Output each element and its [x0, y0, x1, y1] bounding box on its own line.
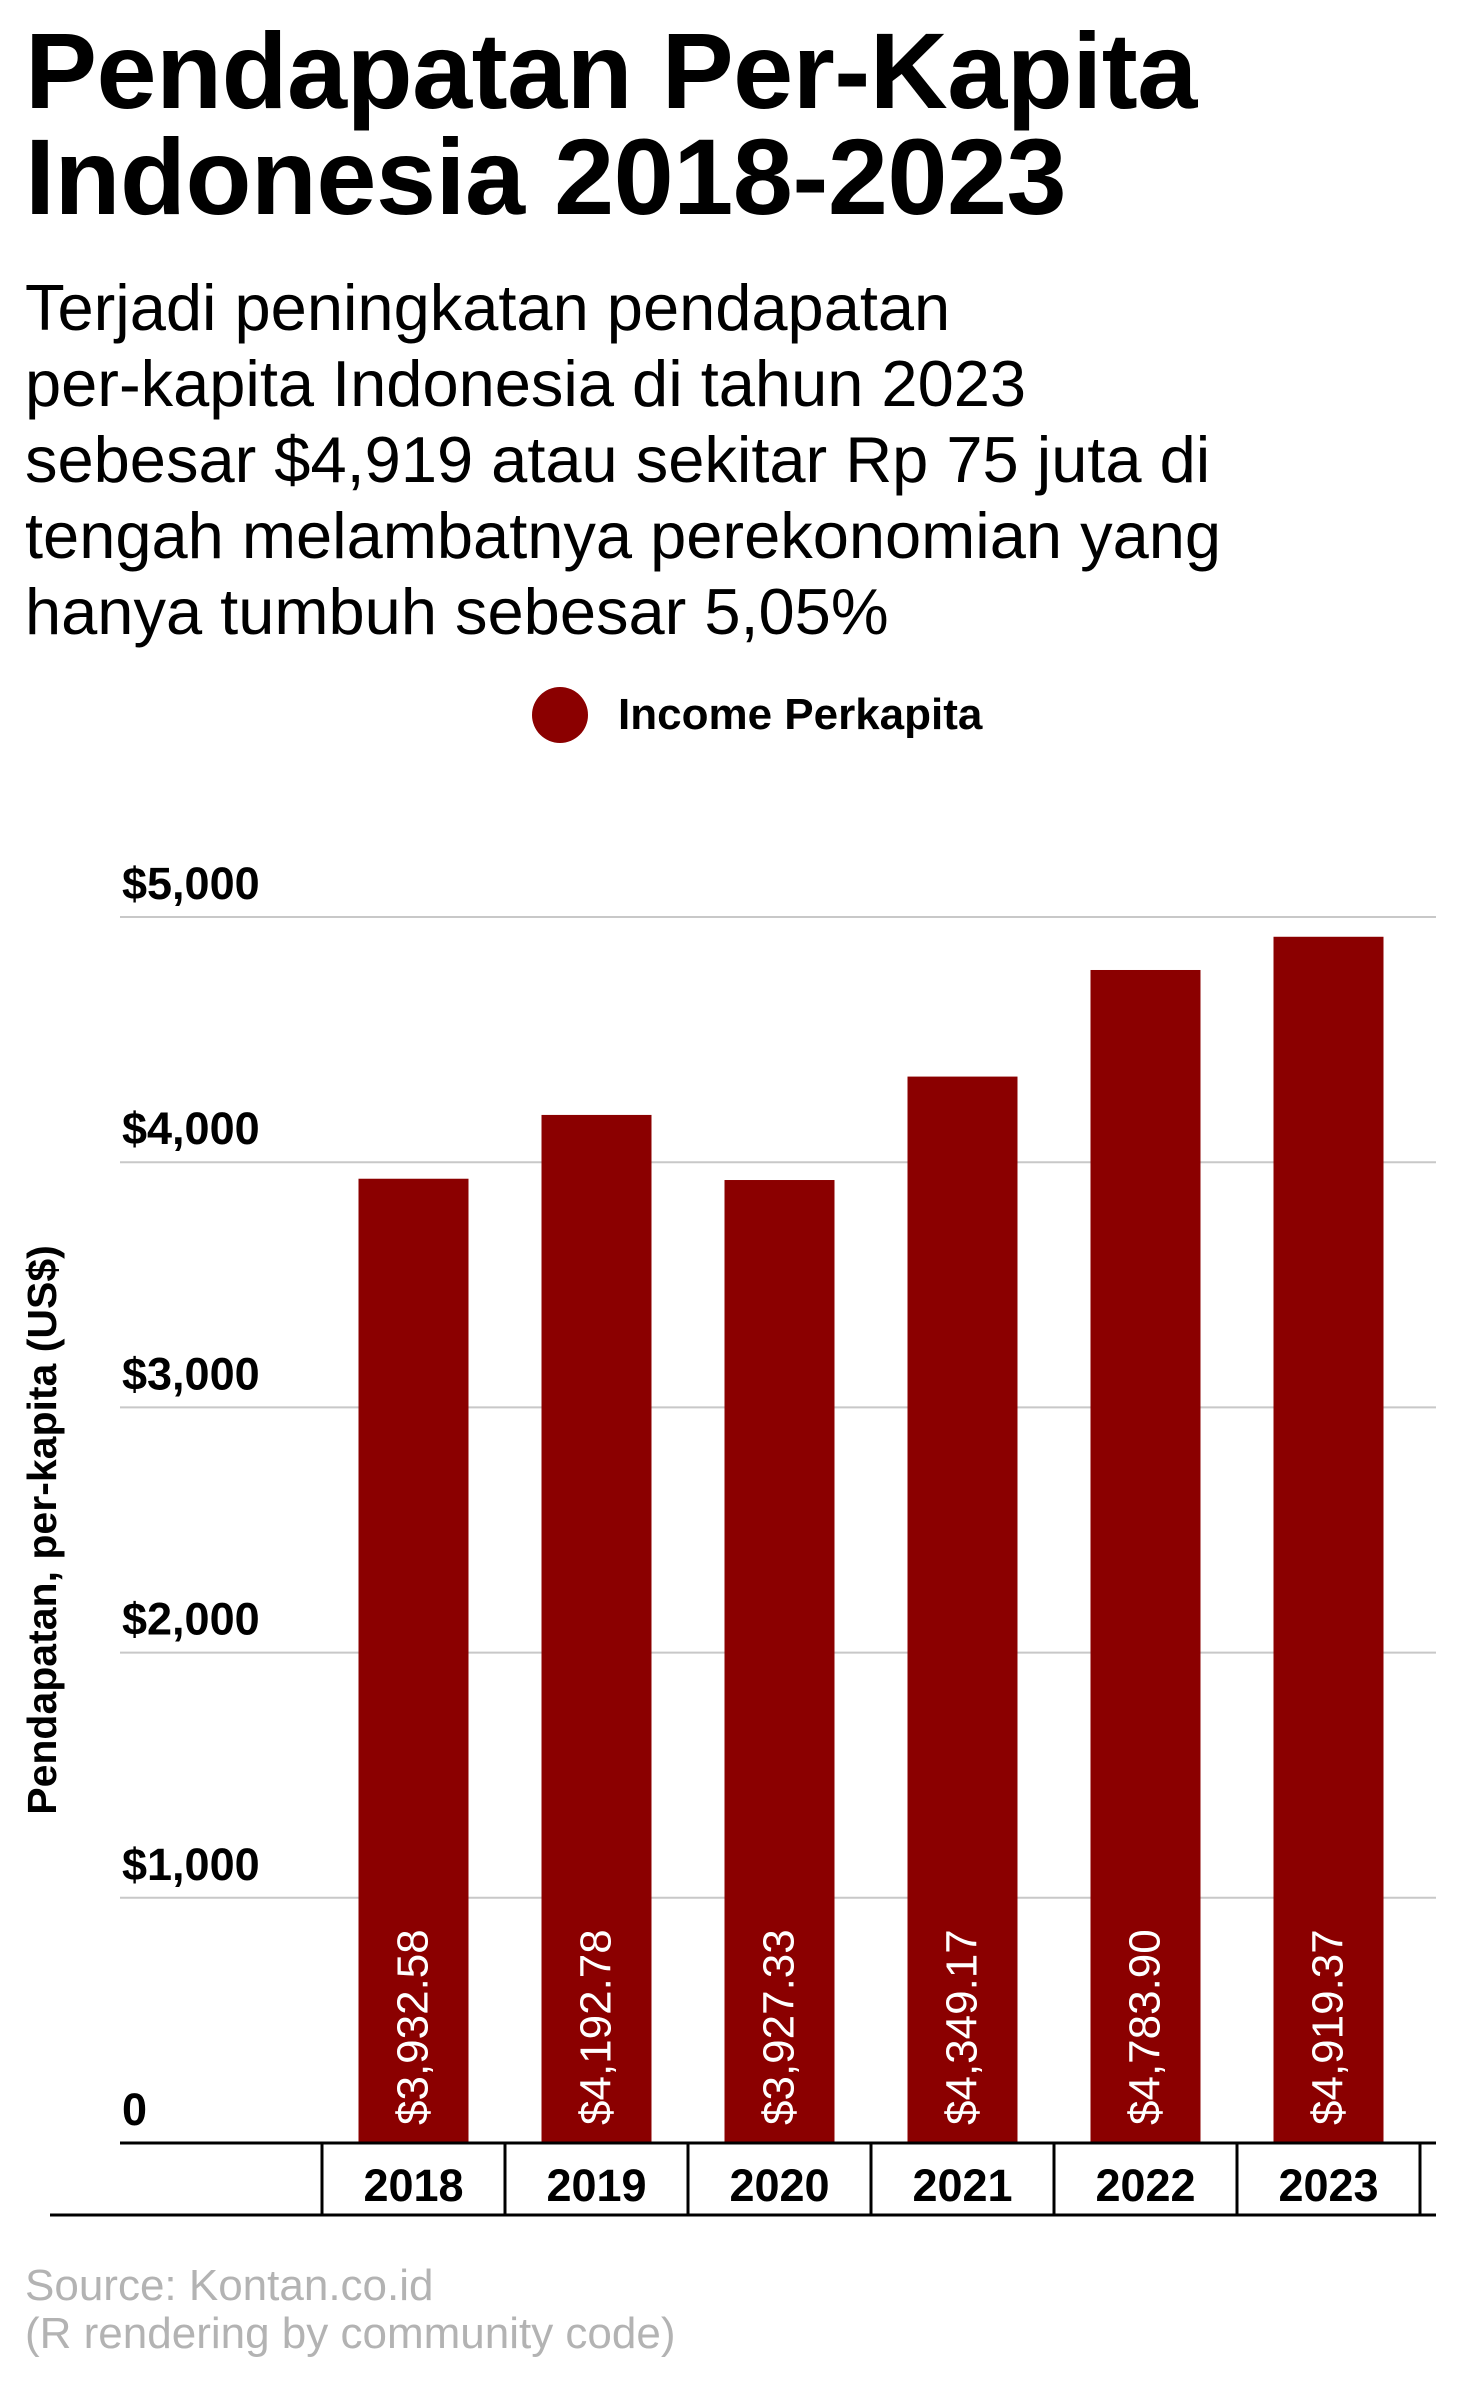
bar-2019	[541, 1114, 652, 2143]
legend-swatch	[532, 687, 588, 743]
source-line-1: Source: Kontan.co.id	[25, 2261, 434, 2310]
y-axis-label: Pendapatan, per-kapita (US$)	[19, 1245, 65, 1815]
bar-2022	[1090, 969, 1201, 2143]
data-label-2019: $4,192.78	[572, 1929, 621, 2125]
y-tick-label: $5,000	[122, 858, 260, 909]
chart-title-line-2: Indonesia 2018-2023	[25, 116, 1067, 237]
subtitle-line-3: sebesar $4,919 atau sekitar Rp 75 juta d…	[25, 423, 1211, 496]
y-tick-label: $2,000	[122, 1594, 260, 1645]
subtitle-line-5: hanya tumbuh sebesar 5,05%	[25, 575, 889, 648]
y-tick-label: $4,000	[122, 1103, 260, 1154]
subtitle-line-2: per-kapita Indonesia di tahun 2023	[25, 347, 1027, 420]
subtitle-line-4: tengah melambatnya perekonomian yang	[25, 499, 1222, 572]
bar-2021	[907, 1076, 1018, 2143]
chart-title: Pendapatan Per-Kapita Indonesia 2018-202…	[25, 10, 1445, 237]
data-label-2021: $4,349.17	[938, 1929, 987, 2125]
bar-chart: $3,932.58 $4,192.78 $3,927.33 $4,349.17 $4,7…	[19, 858, 1436, 2217]
data-label-2020: $3,927.33	[755, 1929, 804, 2125]
x-tick-label-2018: 2018	[363, 2160, 463, 2211]
bar-2020	[724, 1180, 835, 2143]
data-label-2023: $4,919.37	[1304, 1929, 1353, 2125]
legend-label: Income Perkapita	[618, 690, 983, 739]
subtitle-line-1: Terjadi peningkatan pendapatan	[25, 271, 951, 344]
source-note: Source: Kontan.co.id (R rendering by com…	[25, 2262, 675, 2358]
data-label-2018: $3,932.58	[389, 1929, 438, 2125]
axes: 0 $1,000 $2,000 $3,000 $4,000 $5,000 2018 2019 2…	[50, 858, 1436, 2217]
chart-legend: Income Perkapita	[532, 685, 982, 745]
x-tick-label-2021: 2021	[912, 2160, 1012, 2211]
x-tick-label-2022: 2022	[1095, 2160, 1195, 2211]
y-tick-label: 0	[122, 2084, 147, 2135]
source-line-2: (R rendering by community code)	[25, 2309, 676, 2358]
y-tick-label: $1,000	[122, 1839, 260, 1890]
chart-subtitle: Terjadi peningkatan pendapatan per-kapit…	[25, 270, 1445, 650]
bars	[358, 936, 1384, 2143]
data-label-2022: $4,783.90	[1121, 1929, 1170, 2125]
x-tick-label-2023: 2023	[1278, 2160, 1378, 2211]
y-tick-label: $3,000	[122, 1348, 260, 1399]
x-tick-label-2020: 2020	[729, 2160, 829, 2211]
data-labels: $3,932.58 $4,192.78 $3,927.33 $4,349.17 $4,7…	[389, 1929, 1353, 2125]
chart-title-line-1: Pendapatan Per-Kapita	[25, 10, 1197, 131]
x-tick-label-2019: 2019	[546, 2160, 646, 2211]
bar-2023	[1273, 936, 1384, 2143]
bar-2018	[358, 1178, 469, 2143]
